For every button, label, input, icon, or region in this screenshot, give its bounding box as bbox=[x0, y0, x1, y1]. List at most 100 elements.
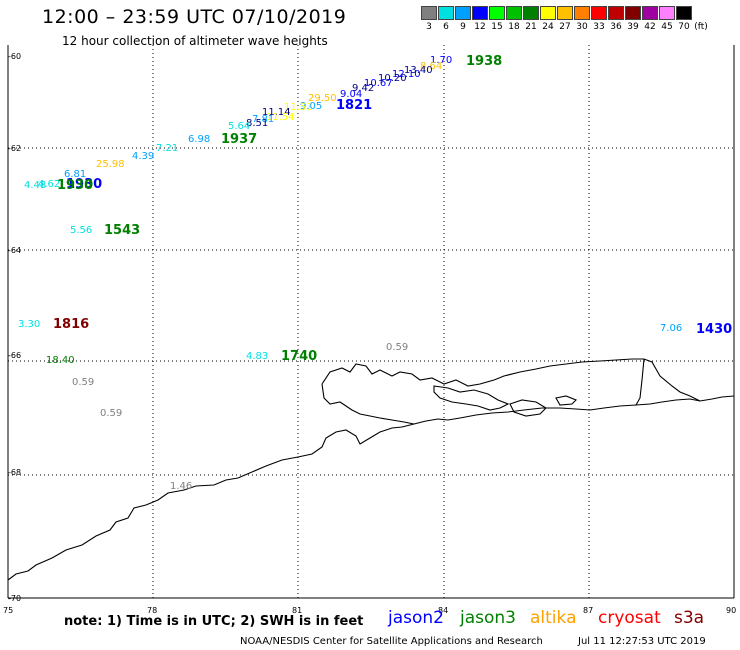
legend-swatch bbox=[506, 6, 522, 20]
generated-timestamp: Jul 11 12:27:53 UTC 2019 bbox=[578, 636, 706, 647]
color-legend-labels: 3 6 9 12 15 18 21 24 27 30 33 36 39 42 45 70 (ft) bbox=[420, 22, 740, 36]
legend-swatch bbox=[523, 6, 539, 20]
lon-label: 81 bbox=[292, 606, 303, 615]
wave-height-label: 9.05 bbox=[300, 101, 323, 112]
legend-swatch bbox=[659, 6, 675, 20]
legend-label: 21 bbox=[525, 22, 537, 32]
observation-time-label: 1821 bbox=[336, 98, 373, 113]
wave-height-label: 7.21 bbox=[156, 143, 179, 154]
observation-time-label: 1938 bbox=[466, 54, 503, 69]
observation-time-label: 1740 bbox=[281, 349, 318, 364]
legend-swatch bbox=[608, 6, 624, 20]
observation-time-label: 1543 bbox=[104, 223, 141, 238]
legend-label: 70 bbox=[678, 22, 690, 32]
wave-height-label: 4.39 bbox=[132, 151, 155, 162]
observation-time-label: 1816 bbox=[53, 317, 90, 332]
map-frame bbox=[7, 45, 735, 599]
observation-time-label: 1937 bbox=[221, 132, 258, 147]
legend-label: 45 bbox=[661, 22, 673, 32]
legend-swatch bbox=[421, 6, 437, 20]
legend-swatch bbox=[489, 6, 505, 20]
lat-label: -64 bbox=[8, 246, 22, 255]
coastline bbox=[7, 358, 735, 581]
wave-height-label: 0.59 bbox=[386, 342, 409, 353]
legend-swatch bbox=[591, 6, 607, 20]
legend-unit: (ft) bbox=[694, 22, 708, 32]
color-legend bbox=[420, 6, 692, 20]
lon-label: 78 bbox=[147, 606, 158, 615]
wave-height-label: 9.04 bbox=[340, 89, 363, 100]
wave-height-label: 4.62 bbox=[38, 179, 61, 190]
wave-height-label: 29.50 bbox=[308, 93, 337, 104]
satellite-label-cryosat: cryosat bbox=[598, 608, 661, 628]
wave-height-label: 8.64 bbox=[420, 61, 443, 72]
page-subtitle: 12 hour collection of altimeter wave hei… bbox=[62, 34, 328, 48]
legend-label: 30 bbox=[576, 22, 588, 32]
legend-label: 42 bbox=[644, 22, 656, 32]
wave-height-label: 4.83 bbox=[246, 351, 269, 362]
satellite-label-jason3: jason3 bbox=[460, 608, 516, 628]
legend-swatch bbox=[438, 6, 454, 20]
wave-height-label: 10.67 bbox=[364, 78, 393, 89]
wave-height-label: 7.81 bbox=[252, 114, 275, 125]
legend-swatch bbox=[455, 6, 471, 20]
wave-height-label: 25.98 bbox=[96, 159, 125, 170]
legend-label: 12 bbox=[474, 22, 486, 32]
lon-label: 84 bbox=[438, 606, 449, 615]
wave-height-label: 1.46 bbox=[170, 481, 193, 492]
legend-label: 27 bbox=[559, 22, 571, 32]
graticule bbox=[8, 45, 734, 598]
lon-label: 87 bbox=[583, 606, 594, 615]
wave-height-label: 10.20 bbox=[378, 73, 407, 84]
legend-swatch bbox=[625, 6, 641, 20]
wave-height-label: 12.10 bbox=[392, 69, 421, 80]
lat-label: -66 bbox=[8, 351, 22, 360]
lon-label: 90 bbox=[726, 606, 737, 615]
wave-height-label: 11.51 bbox=[284, 102, 313, 113]
legend-swatch bbox=[642, 6, 658, 20]
legend-label: 6 bbox=[443, 22, 449, 32]
wave-height-label: 5.64 bbox=[228, 121, 251, 132]
wave-height-label: 11.14 bbox=[262, 107, 291, 118]
legend-label: 36 bbox=[610, 22, 622, 32]
lat-label: -68 bbox=[8, 468, 22, 477]
wave-height-label: 5.56 bbox=[70, 225, 93, 236]
legend-label: 15 bbox=[491, 22, 503, 32]
observation-time-label: 1430 bbox=[696, 322, 733, 337]
legend-label: 33 bbox=[593, 22, 605, 32]
wave-height-label: 18.40 bbox=[46, 355, 75, 366]
legend-swatch bbox=[540, 6, 556, 20]
credit-line: NOAA/NESDIS Center for Satellite Applica… bbox=[240, 636, 543, 647]
wave-height-label: 0.59 bbox=[100, 408, 123, 419]
observation-time-label: 1930 bbox=[66, 177, 103, 192]
legend-swatch bbox=[557, 6, 573, 20]
legend-swatch bbox=[472, 6, 488, 20]
legend-label: 39 bbox=[627, 22, 639, 32]
satellite-label-altika: altika bbox=[530, 608, 577, 628]
wave-height-label: 0.59 bbox=[72, 377, 95, 388]
wave-height-label: 11.54 bbox=[266, 112, 295, 123]
lat-label: -60 bbox=[8, 52, 22, 61]
satellite-label-jason2: jason2 bbox=[388, 608, 444, 628]
legend-swatch bbox=[676, 6, 692, 20]
wave-height-label: 7.06 bbox=[660, 323, 683, 334]
lat-label: -70 bbox=[8, 594, 22, 603]
lon-label: 75 bbox=[3, 606, 14, 615]
wave-height-label: 4.48 bbox=[24, 180, 47, 191]
wave-height-label: 3.30 bbox=[18, 319, 41, 330]
wave-height-label: 9.42 bbox=[352, 83, 375, 94]
wave-height-label: 13.40 bbox=[404, 65, 433, 76]
legend-swatch bbox=[574, 6, 590, 20]
observation-time-label: 1930 bbox=[57, 178, 94, 193]
satellite-label-s3a: s3a bbox=[674, 608, 705, 628]
wave-height-label: 6.98 bbox=[188, 134, 211, 145]
wave-height-label: 6.81 bbox=[64, 169, 87, 180]
legend-label: 24 bbox=[542, 22, 554, 32]
footer-note: note: 1) Time is in UTC; 2) SWH is in fe… bbox=[64, 614, 364, 629]
legend-label: 9 bbox=[460, 22, 466, 32]
wave-height-label: 8.51 bbox=[246, 118, 269, 129]
legend-label: 3 bbox=[426, 22, 432, 32]
lat-label: -62 bbox=[8, 144, 22, 153]
page-title: 12:00 – 23:59 UTC 07/10/2019 bbox=[42, 6, 347, 28]
